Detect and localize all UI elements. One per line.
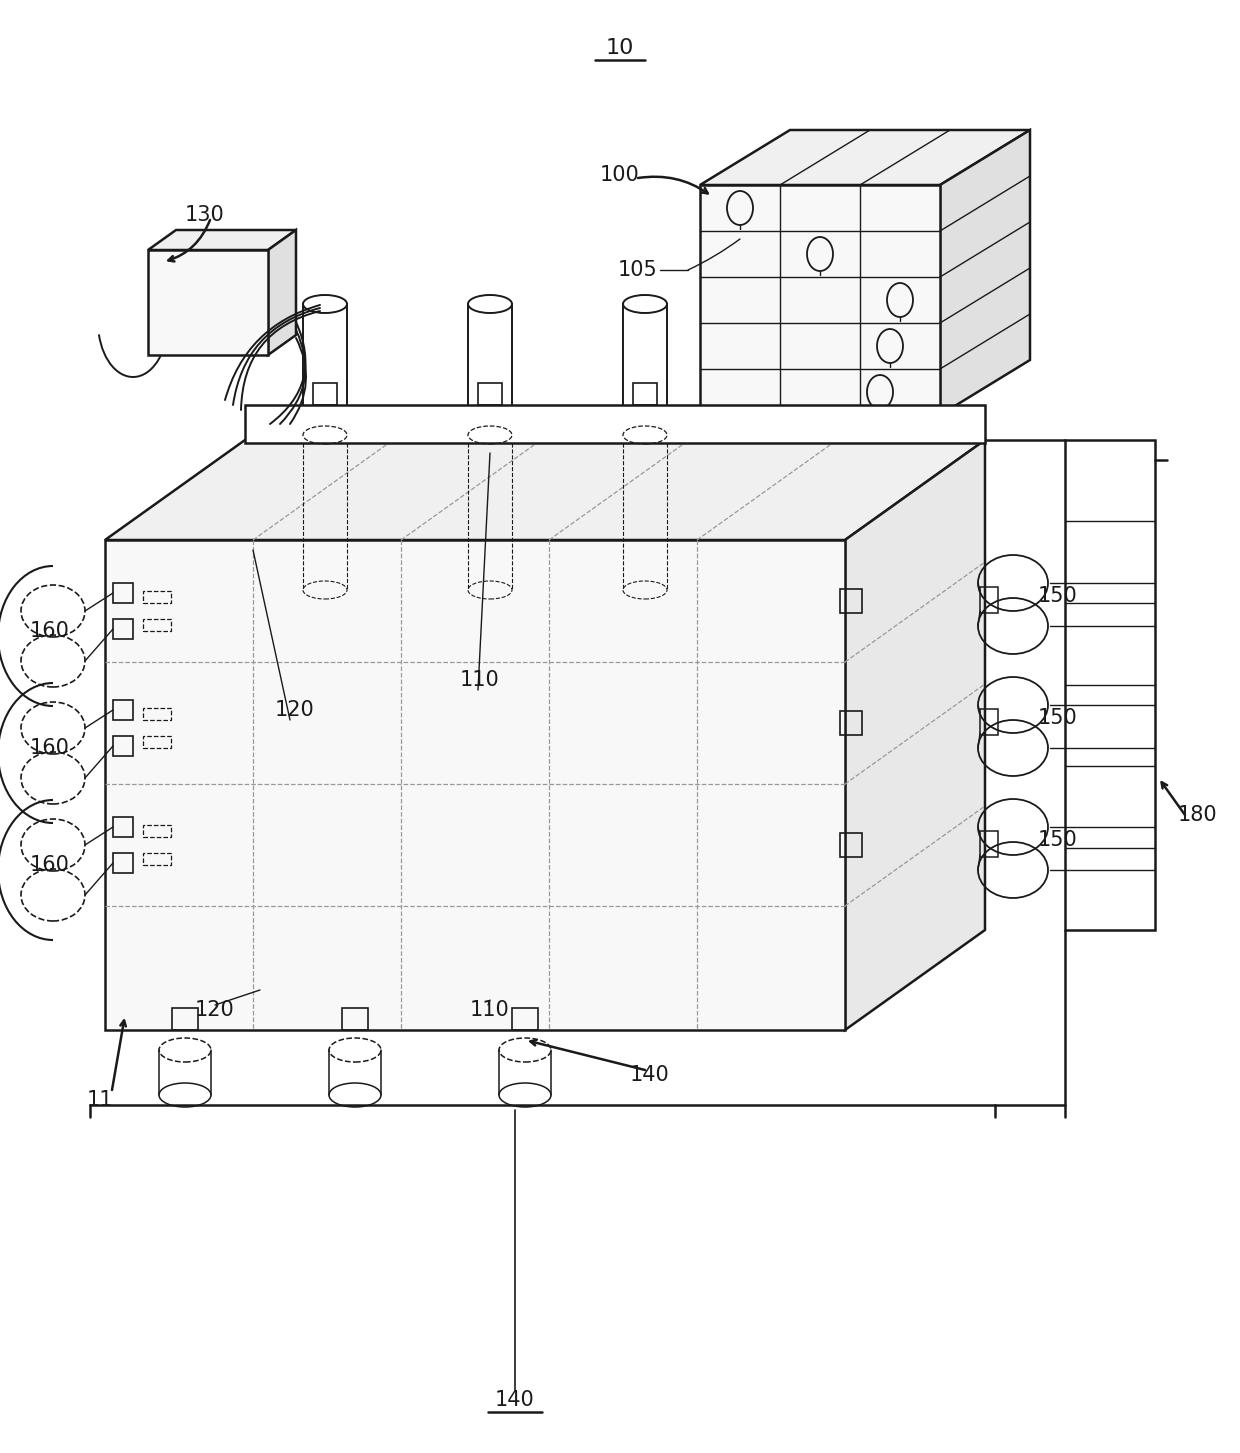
Bar <box>632 384 657 405</box>
Bar <box>839 833 862 857</box>
Text: 160: 160 <box>30 854 69 875</box>
Text: 150: 150 <box>1038 586 1078 606</box>
Bar <box>512 1008 538 1030</box>
Polygon shape <box>268 230 296 355</box>
Bar <box>342 1008 368 1030</box>
Bar <box>839 711 862 735</box>
Text: 150: 150 <box>1038 708 1078 728</box>
Bar <box>143 619 171 631</box>
Bar <box>1065 440 1154 930</box>
Text: 160: 160 <box>30 620 69 641</box>
Bar <box>980 587 998 613</box>
Text: 100: 100 <box>600 166 640 185</box>
Bar <box>113 700 133 721</box>
Bar <box>113 853 133 873</box>
Text: 140: 140 <box>630 1065 670 1085</box>
Bar <box>143 853 171 865</box>
Bar <box>143 737 171 748</box>
Bar <box>246 405 985 443</box>
Bar <box>980 709 998 735</box>
Polygon shape <box>105 440 985 541</box>
Polygon shape <box>148 230 296 250</box>
Bar <box>143 591 171 603</box>
Bar <box>113 737 133 756</box>
Text: 105: 105 <box>618 260 658 280</box>
Bar <box>839 588 862 613</box>
Text: 120: 120 <box>195 1000 234 1020</box>
Text: 10: 10 <box>606 38 634 58</box>
Bar <box>143 825 171 837</box>
Bar <box>148 250 268 355</box>
Text: 160: 160 <box>30 738 69 758</box>
Bar <box>143 708 171 721</box>
Text: 110: 110 <box>460 670 500 690</box>
Bar <box>113 817 133 837</box>
Text: 120: 120 <box>275 700 315 721</box>
Bar <box>105 541 844 1030</box>
Text: 140: 140 <box>495 1391 534 1409</box>
Polygon shape <box>940 129 1030 416</box>
Polygon shape <box>844 440 985 1030</box>
Text: 130: 130 <box>185 205 224 225</box>
Text: 150: 150 <box>1038 830 1078 850</box>
Bar <box>113 583 133 603</box>
Bar <box>172 1008 198 1030</box>
Text: 110: 110 <box>470 1000 510 1020</box>
Bar <box>477 384 502 405</box>
Bar <box>701 185 940 416</box>
Bar <box>312 384 337 405</box>
Bar <box>980 831 998 857</box>
Text: 180: 180 <box>1177 805 1216 825</box>
Text: 11: 11 <box>87 1090 113 1110</box>
Bar <box>113 619 133 639</box>
Polygon shape <box>701 129 1030 185</box>
